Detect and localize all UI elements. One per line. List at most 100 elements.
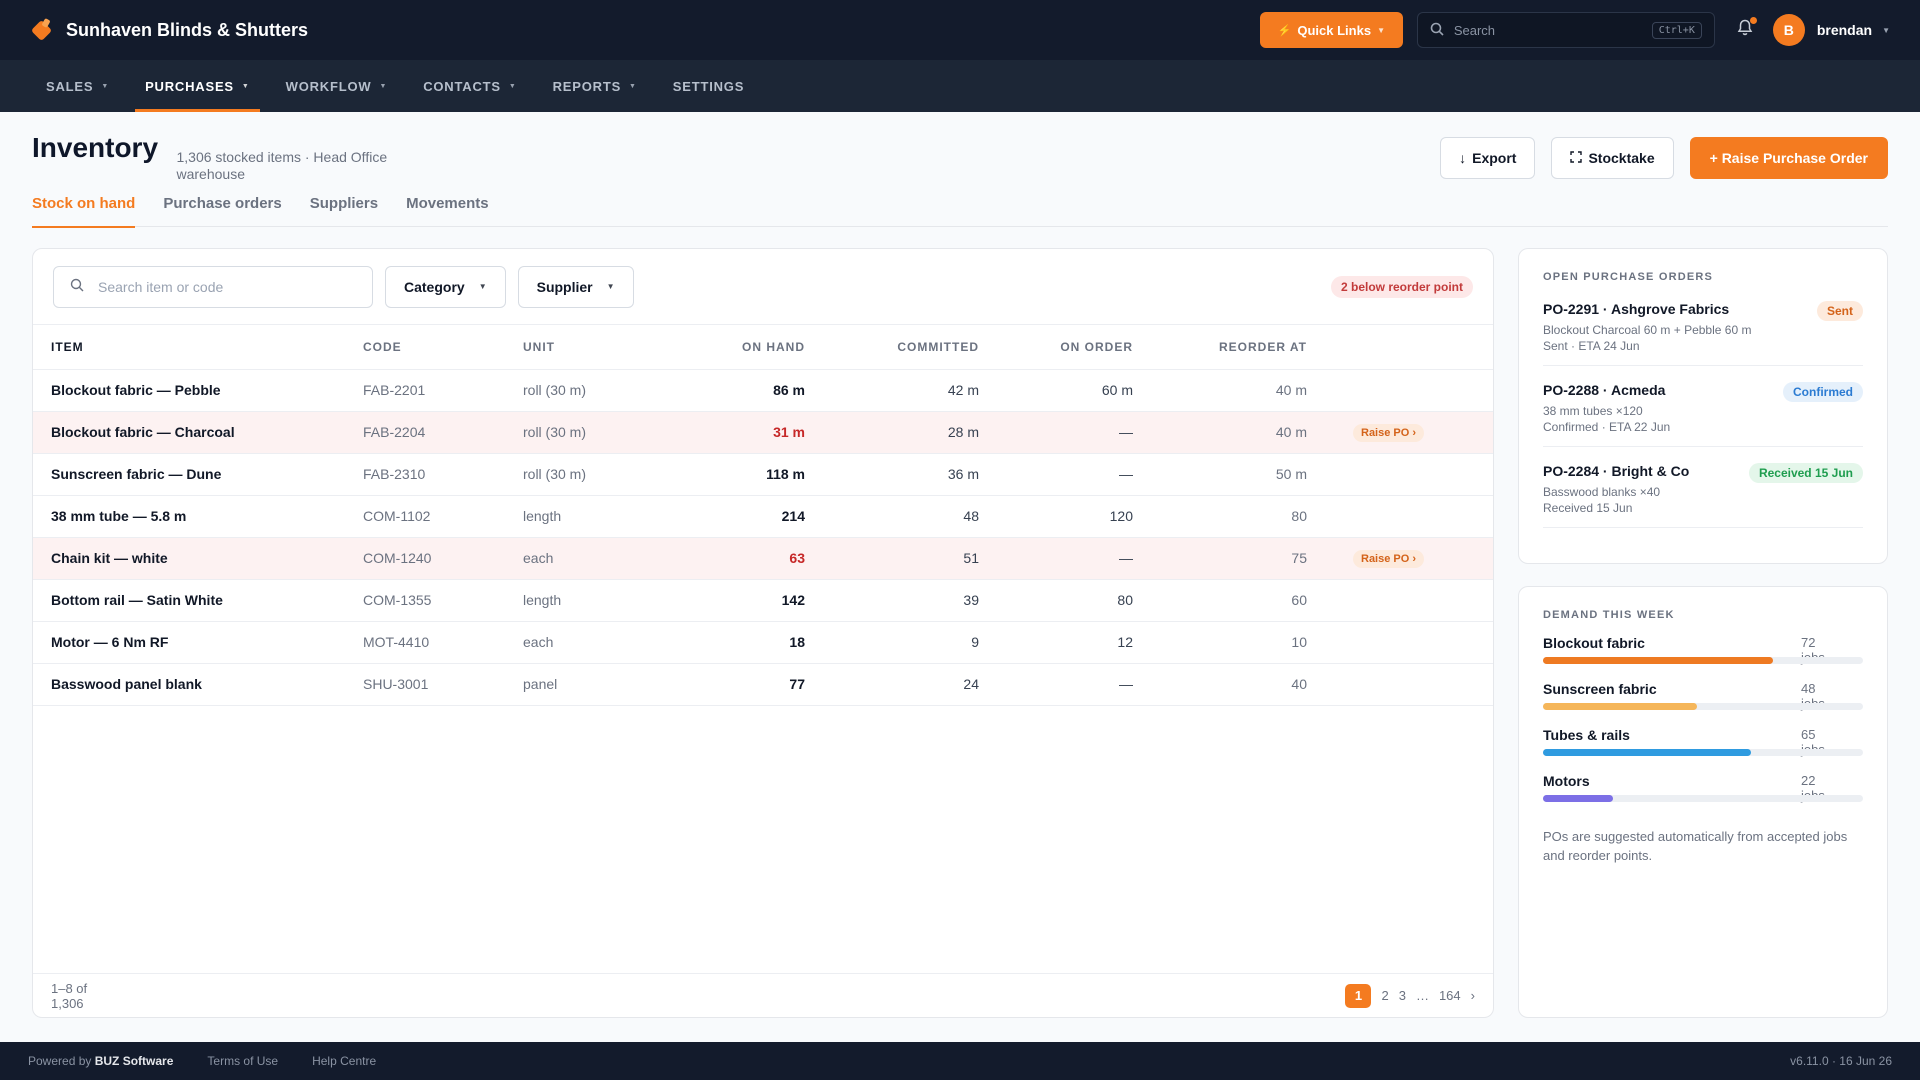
export-button[interactable]: ↓ Export xyxy=(1440,137,1536,179)
tab-stock-on-hand[interactable]: Stock on hand xyxy=(32,195,136,228)
page-header: Inventory 1,306 stocked items · Head Off… xyxy=(32,132,436,183)
item-unit: roll (30 m) xyxy=(523,411,673,454)
avatar[interactable]: B xyxy=(1772,14,1805,46)
category-filter[interactable]: Category ▼ xyxy=(385,265,506,308)
nav-workflow[interactable]: WORKFLOW ▼ xyxy=(268,60,406,112)
column-committed[interactable]: COMMITTED xyxy=(805,325,979,370)
purchase-order-item[interactable]: PO-2284 · Bright & Co Basswood blanks ×40… xyxy=(1543,447,1863,528)
committed-value: 24 xyxy=(805,663,979,706)
scan-frame-icon xyxy=(1570,150,1583,166)
row-action-cell: Raise PO › xyxy=(1307,411,1493,454)
demand-label: Blockout fabric xyxy=(1543,635,1645,651)
on-order-value: 60 m xyxy=(979,369,1133,412)
tab-movements[interactable]: Movements xyxy=(406,195,489,212)
item-unit: each xyxy=(523,537,673,580)
on-hand-value: 63 xyxy=(673,537,805,580)
brand[interactable]: Sunhaven Blinds & Shutters xyxy=(30,19,308,41)
demand-bar-fill xyxy=(1543,795,1614,802)
nav-settings[interactable]: SETTINGS xyxy=(655,60,762,112)
table-row[interactable]: 38 mm tube — 5.8 m COM-1102 length 214 48 120… xyxy=(33,495,1493,538)
po-description: Blockout Charcoal 60 m + Pebble 60 m xyxy=(1543,323,1752,337)
committed-value: 48 xyxy=(805,495,979,538)
item-code: FAB-2201 xyxy=(363,369,523,412)
purchase-order-item[interactable]: PO-2288 · Acmeda 38 mm tubes ×120 Confirme… xyxy=(1543,366,1863,447)
column-code[interactable]: CODE xyxy=(363,325,523,370)
main-nav: SALES ▼ PURCHASES ▼ WORKFLOW ▼ CONTACTS ▼ RE… xyxy=(0,60,1920,112)
page-3-button[interactable]: 3 xyxy=(1398,988,1406,1003)
column-on-order[interactable]: ON ORDER xyxy=(979,325,1133,370)
on-hand-value: 77 xyxy=(673,663,805,706)
table-row[interactable]: Motor — 6 Nm RF MOT-4410 each 18 9 12 10 xyxy=(33,621,1493,664)
nav-purchases-label: PURCHASES xyxy=(145,78,234,94)
reorder-at-value: 50 m xyxy=(1133,453,1307,496)
po-meta: Confirmed · ETA 22 Jun xyxy=(1543,420,1671,434)
table-row[interactable]: Blockout fabric — Charcoal FAB-2204 roll (… xyxy=(33,411,1493,454)
page-1-button[interactable]: 1 xyxy=(1345,983,1372,1008)
page-164-button[interactable]: 164 xyxy=(1438,988,1461,1003)
quick-links-button[interactable]: ⚡ Quick Links ▼ xyxy=(1259,12,1403,48)
help-centre-link[interactable]: Help Centre xyxy=(312,1054,377,1068)
table-row[interactable]: Chain kit — white COM-1240 each 63 51—75 Rais… xyxy=(33,537,1493,580)
nav-purchases[interactable]: PURCHASES ▼ xyxy=(127,60,268,112)
notifications-button[interactable] xyxy=(1735,17,1757,41)
demand-bar xyxy=(1543,703,1863,710)
chevron-down-icon: ▼ xyxy=(478,282,487,291)
item-code: MOT-4410 xyxy=(363,621,523,664)
committed-value: 42 m xyxy=(805,369,979,412)
raise-po-button[interactable]: Raise PO › xyxy=(1353,549,1425,568)
table-row[interactable]: Blockout fabric — Pebble FAB-2201 roll (30… xyxy=(33,369,1493,412)
powered-prefix: Powered by xyxy=(28,1054,92,1068)
terms-link[interactable]: Terms of Use xyxy=(207,1054,279,1068)
on-hand-value: 31 m xyxy=(673,411,805,454)
nav-reports[interactable]: REPORTS ▼ xyxy=(535,60,655,112)
table-row[interactable]: Bottom rail — Satin White COM-1355 length 1… xyxy=(33,579,1493,622)
column-on-hand[interactable]: ON HAND xyxy=(673,325,805,370)
column-unit[interactable]: UNIT xyxy=(523,325,673,370)
item-name: Blockout fabric — Charcoal xyxy=(33,411,363,454)
page-2-button[interactable]: 2 xyxy=(1381,988,1389,1003)
item-code: FAB-2204 xyxy=(363,411,523,454)
supplier-filter[interactable]: Supplier ▼ xyxy=(517,265,634,308)
row-action-cell xyxy=(1307,495,1493,538)
demand-bar xyxy=(1543,657,1863,664)
po-status-badge: Confirmed xyxy=(1783,382,1863,402)
tab-suppliers[interactable]: Suppliers xyxy=(309,195,379,212)
column-item[interactable]: ITEM xyxy=(33,325,363,370)
table-row[interactable]: Sunscreen fabric — Dune FAB-2310 roll (30 … xyxy=(33,453,1493,496)
column-reorder-at[interactable]: REORDER AT xyxy=(1133,325,1307,370)
nav-contacts[interactable]: CONTACTS ▼ xyxy=(405,60,534,112)
committed-value: 9 xyxy=(805,621,979,664)
notification-dot xyxy=(1749,17,1757,24)
nav-sales[interactable]: SALES ▼ xyxy=(28,60,127,112)
stock-table-card: Search item or code Category ▼ Supplier … xyxy=(32,248,1494,1018)
chevron-down-icon: ▼ xyxy=(508,82,517,90)
next-page-button[interactable]: › xyxy=(1470,988,1475,1003)
purchase-order-list: PO-2291 · Ashgrove Fabrics Blockout Charc… xyxy=(1543,283,1863,528)
global-search-input[interactable]: Search Ctrl+K xyxy=(1416,12,1715,48)
search-icon xyxy=(70,278,84,295)
stocktake-button[interactable]: Stocktake xyxy=(1551,137,1674,179)
chevron-down-icon: ▼ xyxy=(606,282,615,291)
raise-po-button[interactable]: Raise PO › xyxy=(1353,423,1425,442)
chevron-down-icon: ▼ xyxy=(101,82,110,90)
inventory-tabs: Stock on hand Purchase orders Suppliers … xyxy=(32,195,1888,228)
on-hand-value: 86 m xyxy=(673,369,805,412)
item-search-input[interactable]: Search item or code xyxy=(53,265,373,308)
reorder-alert-badge[interactable]: 2 below reorder point xyxy=(1330,275,1473,298)
row-action-cell xyxy=(1307,369,1493,412)
demand-label: Tubes & rails xyxy=(1543,727,1630,743)
chevron-down-icon: ▼ xyxy=(1377,25,1385,35)
user-menu-chevron-icon[interactable]: ▼ xyxy=(1882,25,1890,35)
purchase-order-item[interactable]: PO-2291 · Ashgrove Fabrics Blockout Charc… xyxy=(1543,283,1863,366)
table-row[interactable]: Basswood panel blank SHU-3001 panel 77 24—40 xyxy=(33,663,1493,706)
powered-brand[interactable]: BUZ Software xyxy=(94,1054,174,1068)
username[interactable]: brendan xyxy=(1816,22,1873,38)
raise-purchase-order-button[interactable]: + Raise Purchase Order xyxy=(1689,137,1888,179)
reorder-at-value: 40 m xyxy=(1133,369,1307,412)
tab-purchase-orders[interactable]: Purchase orders xyxy=(163,195,282,212)
demand-label: Motors xyxy=(1543,773,1590,789)
row-action-cell: Raise PO › xyxy=(1307,537,1493,580)
